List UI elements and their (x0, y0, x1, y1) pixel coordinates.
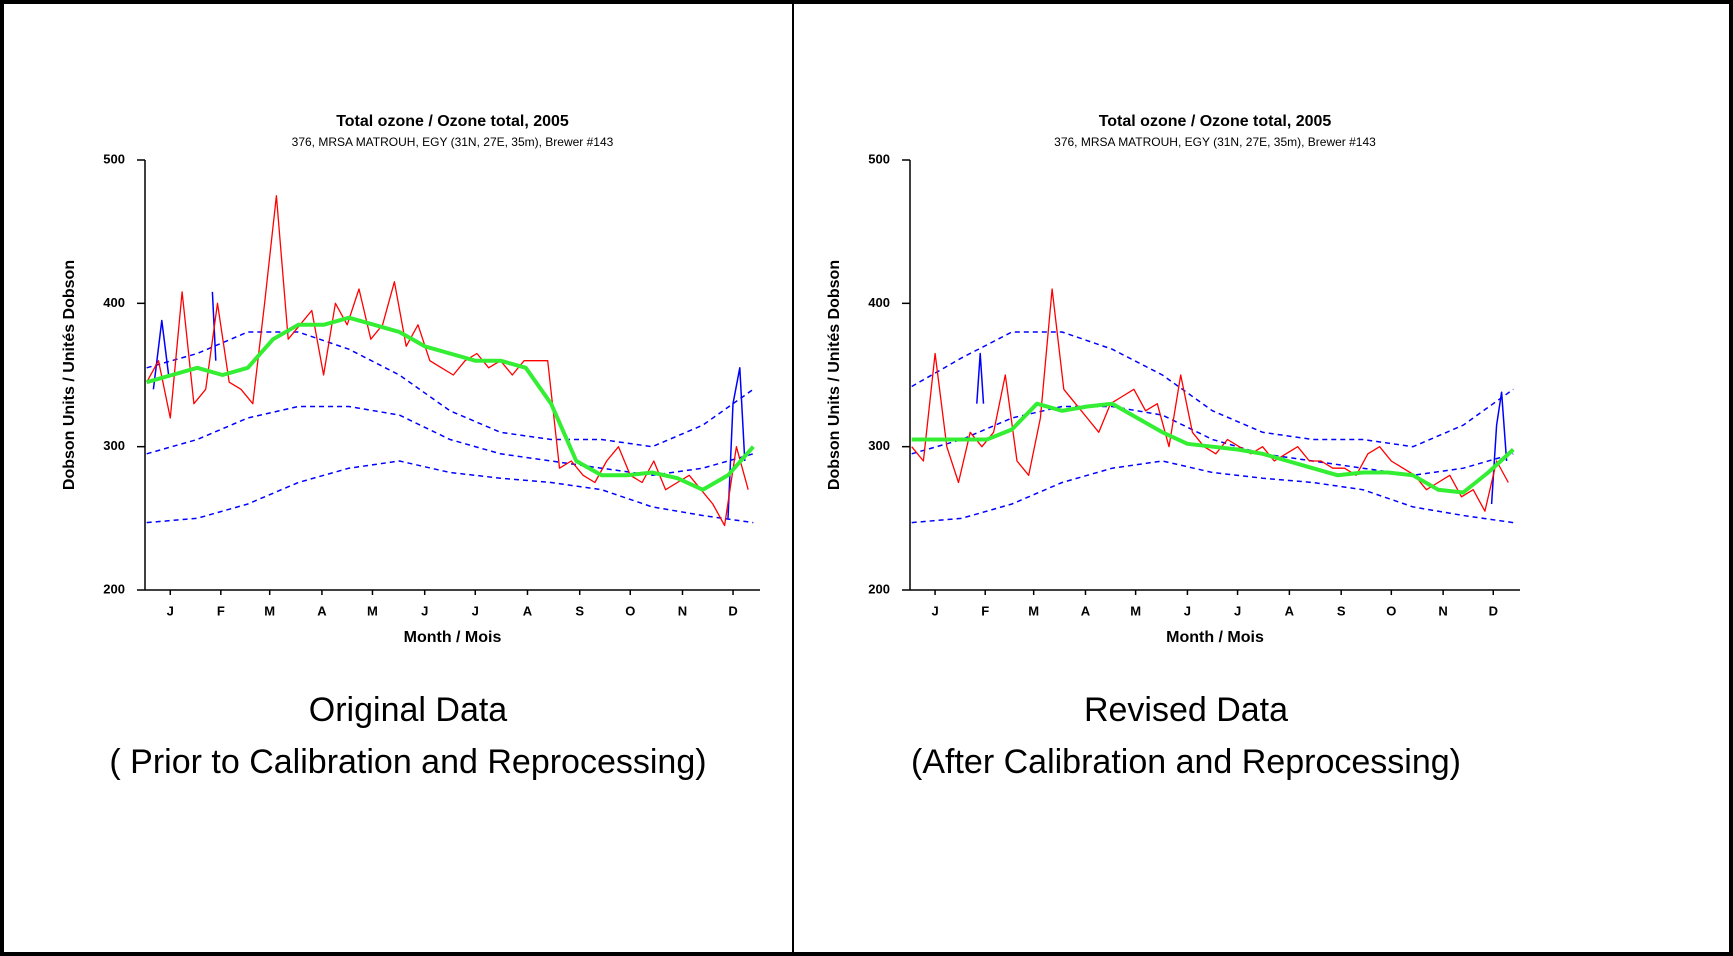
data-line (911, 288, 1509, 512)
x-tick-label: M (367, 603, 378, 618)
x-tick-label: M (1028, 603, 1039, 618)
y-axis-label: Dobson Units / Unités Dobson (61, 260, 78, 490)
y-tick-label: 400 (103, 295, 125, 310)
x-tick-label: S (575, 603, 584, 618)
x-tick-label: N (1438, 603, 1447, 618)
x-axis-label: Month / Mois (1166, 629, 1264, 646)
x-tick-label: J (931, 603, 938, 618)
x-tick-label: J (1184, 603, 1191, 618)
x-tick-label: A (1285, 603, 1295, 618)
caption: ( Prior to Calibration and Reprocessing) (109, 743, 706, 781)
chart-title: Total ozone / Ozone total, 2005 (1099, 113, 1332, 130)
caption: Revised Data (1084, 691, 1288, 729)
x-tick-label: N (678, 603, 687, 618)
y-axis-label: Dobson Units / Unités Dobson (826, 260, 843, 490)
x-tick-label: J (472, 603, 479, 618)
y-tick-label: 200 (868, 581, 890, 596)
data-line (911, 460, 1514, 524)
x-tick-label: F (981, 603, 989, 618)
x-tick-label: M (264, 603, 275, 618)
x-tick-label: O (625, 603, 635, 618)
caption: (After Calibration and Reprocessing) (911, 743, 1461, 781)
x-tick-label: M (1130, 603, 1141, 618)
x-tick-label: J (421, 603, 428, 618)
x-tick-label: F (217, 603, 225, 618)
data-line (911, 401, 1515, 495)
y-tick-label: 200 (103, 581, 125, 596)
x-tick-label: O (1386, 603, 1396, 618)
y-tick-label: 300 (868, 438, 890, 453)
data-line (146, 315, 755, 492)
x-tick-label: A (523, 603, 533, 618)
caption: Original Data (309, 691, 508, 729)
data-line (146, 460, 754, 524)
x-tick-label: S (1337, 603, 1346, 618)
chart-title: Total ozone / Ozone total, 2005 (336, 113, 569, 130)
y-tick-label: 300 (103, 438, 125, 453)
y-tick-label: 500 (868, 151, 890, 166)
x-tick-label: D (728, 603, 737, 618)
data-line (911, 331, 1514, 448)
x-tick-label: A (317, 603, 327, 618)
y-tick-label: 400 (868, 295, 890, 310)
x-tick-label: J (1234, 603, 1241, 618)
x-tick-label: A (1081, 603, 1091, 618)
data-line (146, 405, 754, 477)
x-tick-label: J (167, 603, 174, 618)
x-tick-label: D (1489, 603, 1498, 618)
chart-subtitle: 376, MRSA MATROUH, EGY (31N, 27E, 35m), … (292, 135, 614, 149)
chart-subtitle: 376, MRSA MATROUH, EGY (31N, 27E, 35m), … (1054, 135, 1376, 149)
x-axis-label: Month / Mois (404, 629, 502, 646)
y-tick-label: 500 (103, 151, 125, 166)
